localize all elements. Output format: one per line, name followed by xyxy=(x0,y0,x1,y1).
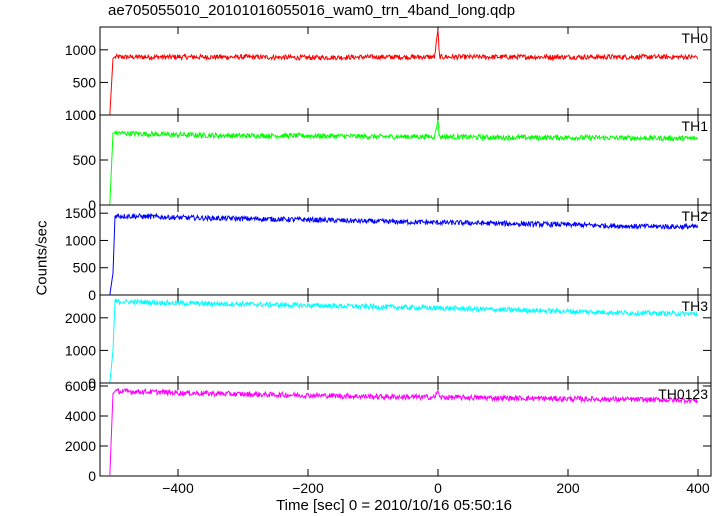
y-tick-label-th0123: 2000 xyxy=(65,438,96,454)
series-label-th3: TH3 xyxy=(682,298,709,314)
series-line-th1 xyxy=(109,120,699,206)
y-tick-label-th1: 0 xyxy=(88,197,96,213)
series-line-th2 xyxy=(109,212,699,296)
x-tick-label: 0 xyxy=(434,480,442,496)
series-line-th0 xyxy=(109,29,699,116)
series-label-th0: TH0 xyxy=(682,30,709,46)
x-tick-label: −400 xyxy=(162,480,194,496)
y-tick-label-th2: 0 xyxy=(88,287,96,303)
y-tick-label-th2: 1000 xyxy=(65,232,96,248)
series-label-th2: TH2 xyxy=(682,208,709,224)
y-tick-label-th3: 2000 xyxy=(65,310,96,326)
y-tick-label-th0123: 6000 xyxy=(65,378,96,394)
y-tick-label-th0123: 0 xyxy=(88,468,96,484)
series-label-th0123: TH0123 xyxy=(658,386,708,402)
y-tick-label-th2: 500 xyxy=(73,260,97,276)
panel-frame-th3 xyxy=(99,294,712,384)
y-tick-label-th1: 500 xyxy=(73,152,97,168)
x-tick-label: 400 xyxy=(686,480,710,496)
y-tick-label-th0: 500 xyxy=(73,74,97,90)
chart-title: ae705055010_20101016055016_wam0_trn_4ban… xyxy=(108,2,516,19)
y-tick-label-th1: 1000 xyxy=(65,107,96,123)
x-tick-label: −200 xyxy=(292,480,324,496)
y-tick-label-th0123: 4000 xyxy=(65,408,96,424)
series-line-th0123 xyxy=(109,388,699,477)
series-line-th3 xyxy=(109,297,698,384)
panel-frame-th1 xyxy=(99,114,712,206)
y-tick-label-th3: 1000 xyxy=(65,342,96,358)
panel-frame-th0 xyxy=(99,26,712,116)
y-tick-label-th0: 0 xyxy=(88,107,96,123)
x-axis-label: Time [sec] 0 = 2010/10/16 05:50:16 xyxy=(276,497,512,514)
series-label-th1: TH1 xyxy=(682,118,709,134)
y-tick-label-th3: 0 xyxy=(88,375,96,391)
x-tick-label: 200 xyxy=(556,480,580,496)
y-tick-label-th0: 1000 xyxy=(65,42,96,58)
panel-frame-th0123 xyxy=(99,382,712,477)
panel-frame-th2 xyxy=(99,204,712,296)
y-tick-label-th2: 1500 xyxy=(65,205,96,221)
